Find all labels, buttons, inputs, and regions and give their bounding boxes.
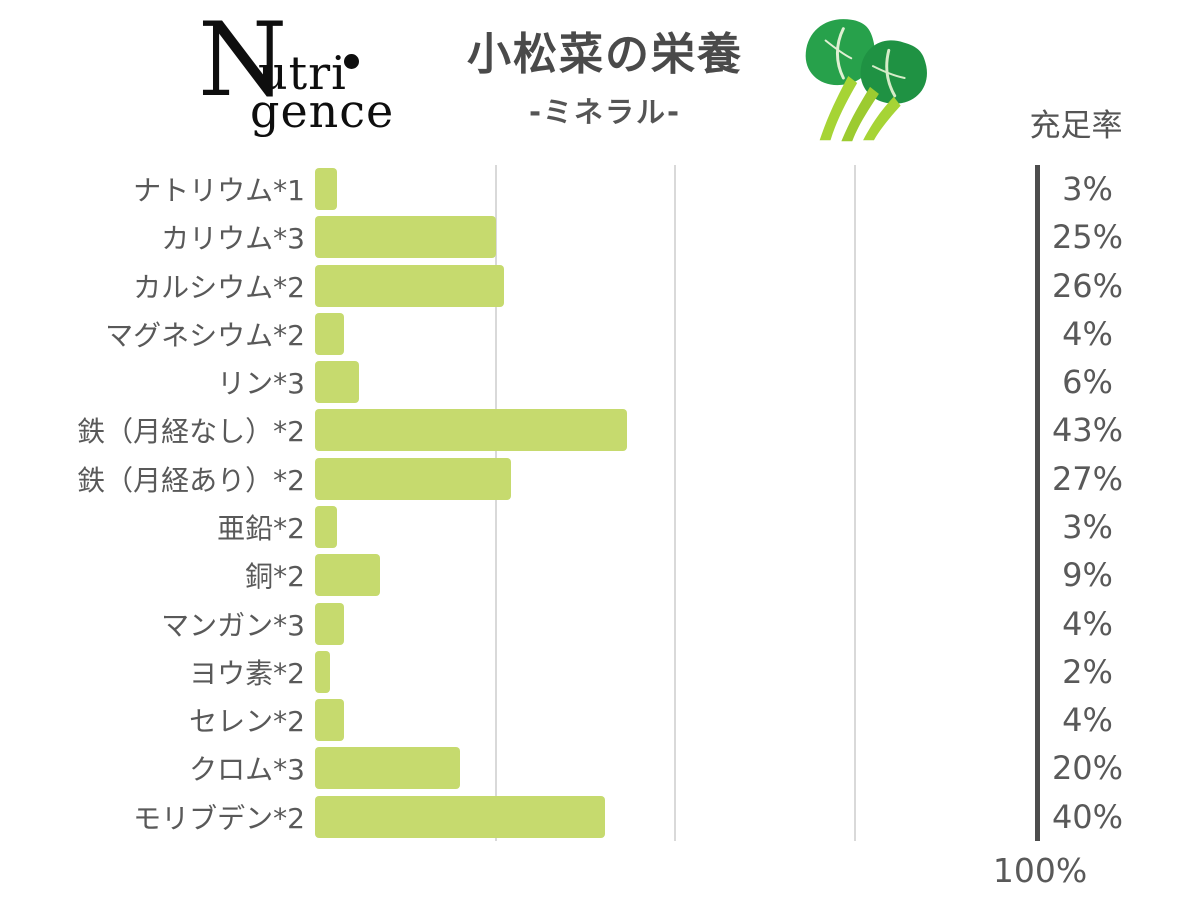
bar-track xyxy=(315,599,1040,647)
value-label: 20% xyxy=(1051,749,1124,788)
bar-track xyxy=(315,792,1040,840)
chart-row: マグネシウム*2 4% xyxy=(0,310,1200,358)
value-label: 26% xyxy=(1051,266,1124,305)
chart-rows: ナトリウム*1 3% カリウム*3 25% カルシウム*2 26% マグネシウム… xyxy=(0,165,1200,841)
bar-track xyxy=(315,406,1040,454)
category-label: ヨウ素*2 xyxy=(189,656,305,690)
chart-row: 亜鉛*2 3% xyxy=(0,503,1200,551)
nutrigence-logo: N utri gence xyxy=(198,10,393,137)
logo-initial: N xyxy=(198,1,288,120)
category-label: マンガン*3 xyxy=(161,608,305,642)
bar-track xyxy=(315,165,1040,213)
bar-track xyxy=(315,262,1040,310)
value-label: 4% xyxy=(1062,314,1113,353)
category-label: マグネシウム*2 xyxy=(105,318,305,352)
bar xyxy=(315,409,627,452)
category-label: カリウム*3 xyxy=(161,222,305,256)
bar-track xyxy=(315,744,1040,792)
value-label: 3% xyxy=(1062,170,1113,209)
chart-row: ナトリウム*1 3% xyxy=(0,165,1200,213)
bar-track xyxy=(315,551,1040,599)
chart-row: マンガン*3 4% xyxy=(0,599,1200,647)
category-label: クロム*3 xyxy=(189,753,305,787)
category-label: ナトリウム*1 xyxy=(133,174,305,208)
chart-row: セレン*2 4% xyxy=(0,696,1200,744)
bar xyxy=(315,602,344,645)
title-block: 小松菜の栄養 -ミネラル- xyxy=(415,29,795,131)
chart-row: モリブデン*2 40% xyxy=(0,792,1200,840)
bar-track xyxy=(315,310,1040,358)
chart-row: クロム*3 20% xyxy=(0,744,1200,792)
value-label: 9% xyxy=(1062,556,1113,595)
bar xyxy=(315,457,511,500)
category-label: 鉄（月経なし）*2 xyxy=(77,415,305,449)
value-label: 40% xyxy=(1051,797,1124,836)
logo-i-dot xyxy=(344,54,359,69)
chart-row: 鉄（月経あり）*2 27% xyxy=(0,455,1200,503)
chart-row: リン*3 6% xyxy=(0,358,1200,406)
bar xyxy=(315,650,330,693)
value-label: 43% xyxy=(1051,411,1124,450)
bar xyxy=(315,747,460,790)
category-label: セレン*2 xyxy=(189,705,305,739)
bar xyxy=(315,505,337,548)
logo-line1: utri xyxy=(258,46,347,100)
category-label: カルシウム*2 xyxy=(133,270,305,304)
category-label: リン*3 xyxy=(217,367,305,401)
bar-chart: ナトリウム*1 3% カリウム*3 25% カルシウム*2 26% マグネシウム… xyxy=(0,165,1200,841)
bar xyxy=(315,361,359,404)
axis-end-label: 100% xyxy=(992,851,1088,890)
value-label: 6% xyxy=(1062,363,1113,402)
bar-track xyxy=(315,358,1040,406)
category-label: 銅*2 xyxy=(245,560,305,594)
page-title: 小松菜の栄養 xyxy=(467,29,743,80)
value-label: 27% xyxy=(1051,459,1124,498)
logo-line2: gence xyxy=(250,84,395,138)
value-label: 2% xyxy=(1062,652,1113,691)
value-label: 4% xyxy=(1062,701,1113,740)
value-axis-header: 充足率 xyxy=(1029,108,1123,144)
category-label: モリブデン*2 xyxy=(133,801,305,835)
chart-row: カルシウム*2 26% xyxy=(0,262,1200,310)
category-label: 鉄（月経あり）*2 xyxy=(77,463,305,497)
category-label: 亜鉛*2 xyxy=(217,511,305,545)
bar xyxy=(315,216,497,259)
value-label: 25% xyxy=(1051,218,1124,257)
bar xyxy=(315,554,381,597)
value-label: 3% xyxy=(1062,507,1113,546)
chart-row: 鉄（月経なし）*2 43% xyxy=(0,406,1200,454)
bar-track xyxy=(315,648,1040,696)
bar xyxy=(315,699,344,742)
chart-row: ヨウ素*2 2% xyxy=(0,648,1200,696)
page-subtitle: -ミネラル- xyxy=(528,94,682,129)
bar-track xyxy=(315,696,1040,744)
bar xyxy=(315,795,605,838)
bar-track xyxy=(315,503,1040,551)
bar xyxy=(315,312,344,355)
chart-row: 銅*2 9% xyxy=(0,551,1200,599)
bar-track xyxy=(315,213,1040,261)
bar-track xyxy=(315,455,1040,503)
bar xyxy=(315,264,504,307)
value-label: 4% xyxy=(1062,604,1113,643)
komatsuna-illustration xyxy=(805,19,927,142)
bar xyxy=(315,168,337,211)
chart-row: カリウム*3 25% xyxy=(0,213,1200,261)
